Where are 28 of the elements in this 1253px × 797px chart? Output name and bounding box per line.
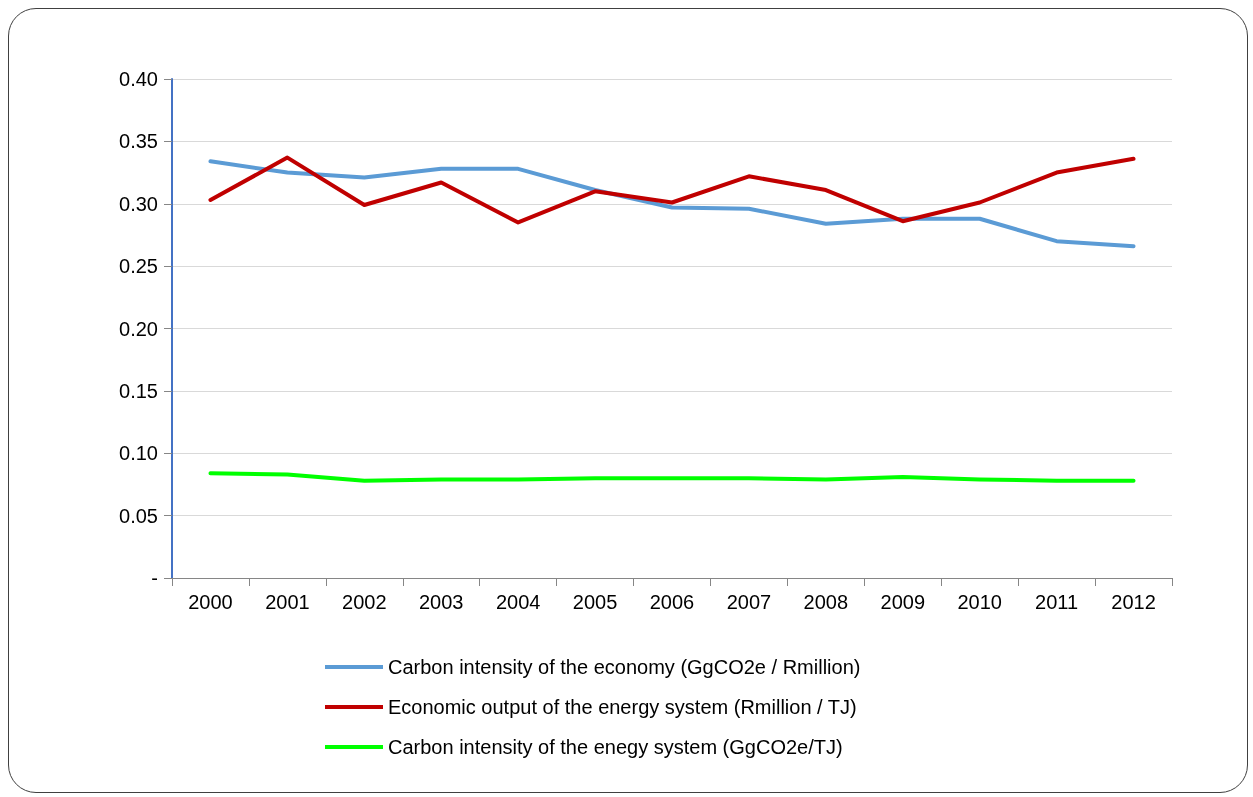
x-tick-label: 2010 [957,591,1002,613]
legend-label: Carbon intensity of the enegy system (GgCO2e/TJ) [388,736,843,758]
x-tick-label: 2006 [649,591,695,613]
x-tick-label: 2008 [803,591,849,613]
x-tick-label: 2003 [418,591,464,613]
x-tick-label: 2005 [572,591,618,613]
x-tick-label: 2009 [880,591,926,613]
x-tick-label: 2007 [726,591,772,613]
legend-label: Economic output of the energy system (Rmillion / TJ) [388,696,857,718]
y-tick-label: 0.25 [119,255,158,278]
y-tick-label: 0.05 [119,504,158,527]
y-tick-label: 0.15 [119,379,158,402]
line-series [208,159,1136,249]
y-tick-label: 0.40 [119,68,158,90]
x-tick-label: 2004 [495,591,541,613]
legend-label: Carbon intensity of the economy (GgCO2e / Rmillion) [388,656,861,678]
y-tick-label: - [151,567,158,589]
y-tick-label: 0.30 [119,192,158,215]
y-tick-label: 0.35 [119,130,158,153]
x-tick-label: 2002 [342,591,387,613]
line-series [208,155,1136,225]
x-tick-label: 2011 [1035,591,1079,613]
y-tick-label: 0.20 [119,317,158,340]
x-tick-label: 2001 [265,591,310,613]
y-tick-label: 0.10 [119,442,158,465]
x-tick-label: 2000 [188,591,233,613]
x-tick-label: 2012 [1111,591,1156,613]
line-series [208,471,1136,483]
